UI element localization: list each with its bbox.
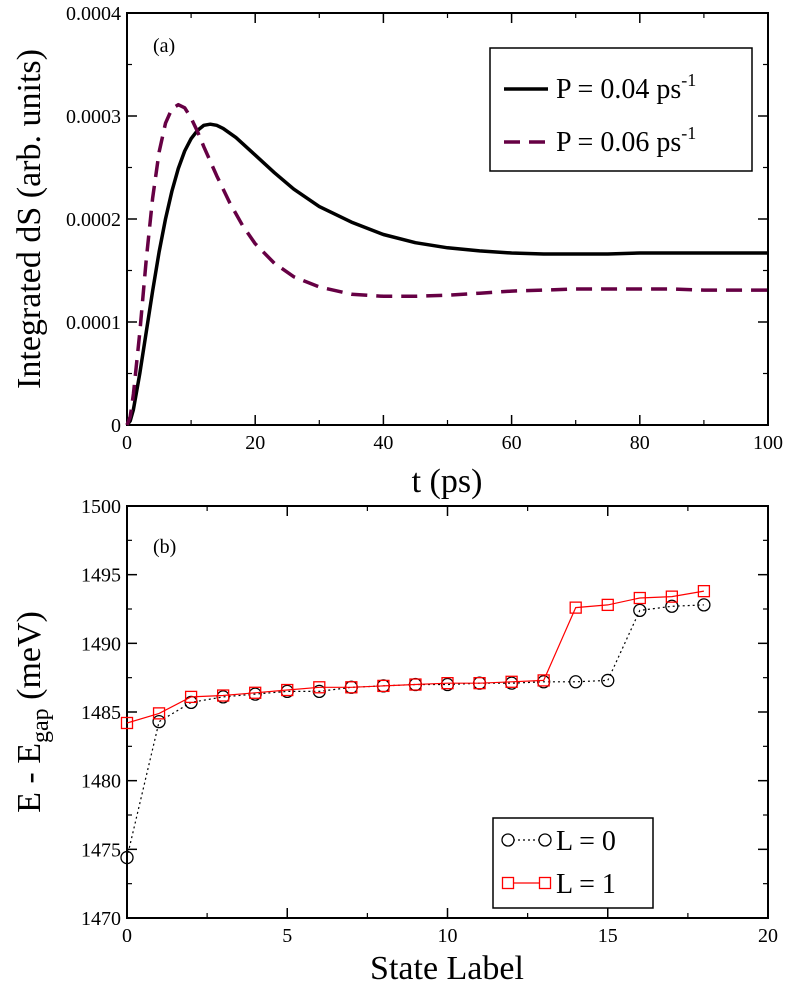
panel-a-x-axis-title: t (ps) <box>412 463 483 500</box>
legend-marker-circle <box>538 833 552 847</box>
data-point-l0 <box>697 598 711 612</box>
data-point-l1 <box>697 584 711 598</box>
panel-a-legend-box <box>489 47 753 172</box>
data-point-l1 <box>345 681 358 694</box>
legend-markers-l0 <box>501 833 552 847</box>
legend-label-l1: L = 1 <box>556 869 616 900</box>
data-point-l1 <box>569 601 582 614</box>
data-point-l1 <box>184 690 198 704</box>
data-point-l1 <box>537 674 550 687</box>
data-point-l1 <box>665 590 678 603</box>
panel-b-chart: 0 5 10 15 20 1470 1475 1480 1485 1490 1495 1500 (b)… <box>11 496 778 987</box>
data-point-l1 <box>120 716 134 730</box>
legend-marker-circle <box>501 833 515 847</box>
x-tick-label-a: 0 <box>122 432 132 454</box>
x-tick-label-a: 60 <box>502 432 522 454</box>
data-point-l1 <box>505 675 518 688</box>
series-line-a-0 <box>125 122 768 427</box>
panel-a-legend: P = 0.04 ps-1 P = 0.06 ps-1 <box>489 47 753 172</box>
legend-marker-square <box>501 876 515 890</box>
panel-b-ticks: 0 5 10 15 20 1470 1475 1480 1485 1490 1495 1500 <box>81 496 778 947</box>
panel-b-legend-box <box>492 817 654 909</box>
panel-a-y-axis-title: Integrated dS (arb. units) <box>11 49 48 389</box>
series-line-a-1 <box>125 102 768 426</box>
x-tick-label-b: 15 <box>598 925 618 947</box>
data-point-l1 <box>281 683 294 697</box>
panel-a-series <box>125 102 768 427</box>
data-point-l0 <box>633 603 647 618</box>
data-point-l0 <box>601 673 615 688</box>
y-tick-label-b: 1490 <box>81 633 121 655</box>
y-tick-label-a: 0.0001 <box>66 312 121 334</box>
data-point-l1 <box>152 707 166 720</box>
y-tick-label-a: 0.0002 <box>66 209 121 231</box>
data-point-l1 <box>216 689 230 702</box>
x-tick-label-b: 20 <box>758 925 778 947</box>
series-line-b-1 <box>126 590 705 724</box>
panel-b-y-axis-title: E - Egap (meV) <box>11 611 54 813</box>
panel-a-ticks: 0 20 40 60 80 100 0 0.0001 0.0002 0.0003 0.0004 <box>66 3 783 454</box>
data-point-l1 <box>409 678 422 691</box>
x-tick-label-a: 80 <box>630 432 650 454</box>
x-tick-label-a: 20 <box>245 432 265 454</box>
data-point-l1 <box>473 677 486 690</box>
data-point-l1 <box>633 591 646 605</box>
y-tick-label-b: 1475 <box>81 839 121 861</box>
panel-b-x-axis-title: State Label <box>370 950 524 987</box>
x-tick-label-b: 0 <box>122 925 132 947</box>
x-tick-label-b: 5 <box>282 925 292 947</box>
legend-label-p004: P = 0.04 ps-1 <box>556 70 696 105</box>
y-tick-label-b: 1495 <box>81 565 121 587</box>
panel-a-label: (a) <box>153 35 175 57</box>
x-tick-label-b: 10 <box>438 925 458 947</box>
legend-markers-l1 <box>501 876 552 890</box>
y-tick-label-b: 1500 <box>81 496 121 518</box>
y-tick-label-b: 1485 <box>81 702 121 724</box>
y-tick-label-b: 1480 <box>81 771 121 793</box>
y-tick-label-a: 0.0004 <box>66 3 121 25</box>
panel-b-series <box>120 584 711 865</box>
y-tick-label-b: 1470 <box>81 908 121 930</box>
data-point-l1 <box>249 686 262 699</box>
panel-a-chart: 0 20 40 60 80 100 0 0.0001 0.0002 0.0003 0.0004 (a… <box>11 3 783 500</box>
x-tick-label-a: 100 <box>753 432 783 454</box>
panel-b-legend: L = 0 L = 1 <box>492 817 654 909</box>
data-point-l1 <box>441 677 454 690</box>
data-point-l0 <box>665 599 679 613</box>
legend-label-p006: P = 0.06 ps-1 <box>556 123 696 158</box>
data-point-l0 <box>152 714 166 729</box>
data-point-l0 <box>120 850 134 865</box>
panel-b-plot-frame <box>126 505 769 919</box>
x-tick-label-a: 40 <box>373 432 393 454</box>
data-point-l1 <box>313 681 326 694</box>
data-point-l0 <box>569 675 583 689</box>
legend-label-l0: L = 0 <box>556 826 616 857</box>
data-point-l1 <box>601 598 614 612</box>
data-point-l1 <box>377 679 390 693</box>
y-tick-label-a: 0 <box>111 415 121 437</box>
legend-marker-square <box>538 876 552 890</box>
y-tick-label-a: 0.0003 <box>66 106 121 128</box>
panel-b-label: (b) <box>153 536 176 558</box>
